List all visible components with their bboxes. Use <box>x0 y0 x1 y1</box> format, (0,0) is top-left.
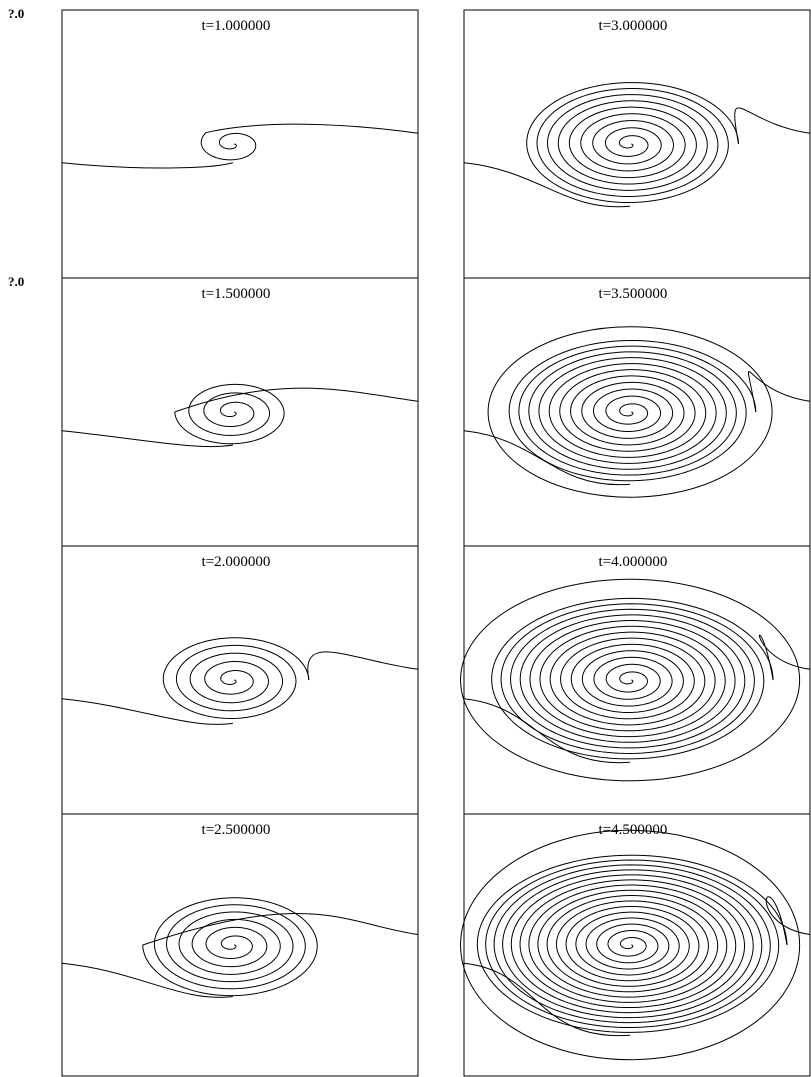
vortex-spiral <box>174 383 285 445</box>
sheet-left-arm <box>463 962 631 1037</box>
panel: t=1.000000 <box>61 9 419 279</box>
sheet-right-arm <box>758 634 811 681</box>
sheet-left-arm <box>463 430 631 486</box>
panel-title: t=4.000000 <box>599 554 668 570</box>
vortex-spiral <box>491 597 774 760</box>
sheet-right-arm <box>142 913 419 946</box>
sheet-right-arm <box>174 387 419 413</box>
panel-title: t=3.500000 <box>599 286 668 302</box>
sheet-right-arm <box>205 123 419 134</box>
sheet-right-arm <box>734 107 811 145</box>
panel: t=2.500000 <box>61 813 419 1077</box>
panel-frame <box>61 9 419 279</box>
panel: t=1.500000 <box>61 277 419 547</box>
sheet-left-arm <box>61 162 234 169</box>
sheet-right-arm <box>747 371 811 413</box>
panel: t=4.500000 <box>460 813 811 1077</box>
outer-lobe <box>460 578 801 782</box>
axis-edge-label-top: ?.0 <box>8 6 25 21</box>
vortex-spiral <box>508 339 757 482</box>
vortex-spiral <box>526 82 740 203</box>
sheet-right-arm <box>765 896 811 946</box>
panel-frame <box>463 813 811 1077</box>
vortex-spiral <box>142 897 318 997</box>
panel: t=3.000000 <box>463 9 811 279</box>
outer-lobe <box>460 829 801 1061</box>
sheet-left-arm <box>61 698 233 725</box>
panel-title: t=2.000000 <box>202 554 271 570</box>
sheet-left-arm <box>61 962 233 998</box>
panel-frame <box>61 277 419 547</box>
panel: t=3.500000 <box>463 277 811 547</box>
panel-title: t=1.000000 <box>202 18 271 34</box>
sheet-left-arm <box>61 430 233 448</box>
panel-title: t=1.500000 <box>202 286 271 302</box>
vortex-spiral <box>476 854 788 1033</box>
panel-frame <box>463 9 811 279</box>
panel: t=4.000000 <box>460 545 811 815</box>
axis-edge-label-second: ?.0 <box>8 274 25 289</box>
panel-frame <box>463 277 811 547</box>
outer-lobe <box>487 326 773 498</box>
panel-title: t=2.500000 <box>202 822 271 838</box>
sheet-left-arm <box>463 698 631 764</box>
sheet-right-arm <box>307 651 419 681</box>
sheet-left-arm <box>463 162 631 208</box>
panel-title: t=3.000000 <box>599 18 668 34</box>
vortex-spiral <box>162 637 310 719</box>
vortex-spiral <box>200 132 257 161</box>
panel: t=2.000000 <box>61 545 419 815</box>
panel-frame <box>463 545 811 815</box>
panel-frame <box>61 813 419 1077</box>
panel-frame <box>61 545 419 815</box>
